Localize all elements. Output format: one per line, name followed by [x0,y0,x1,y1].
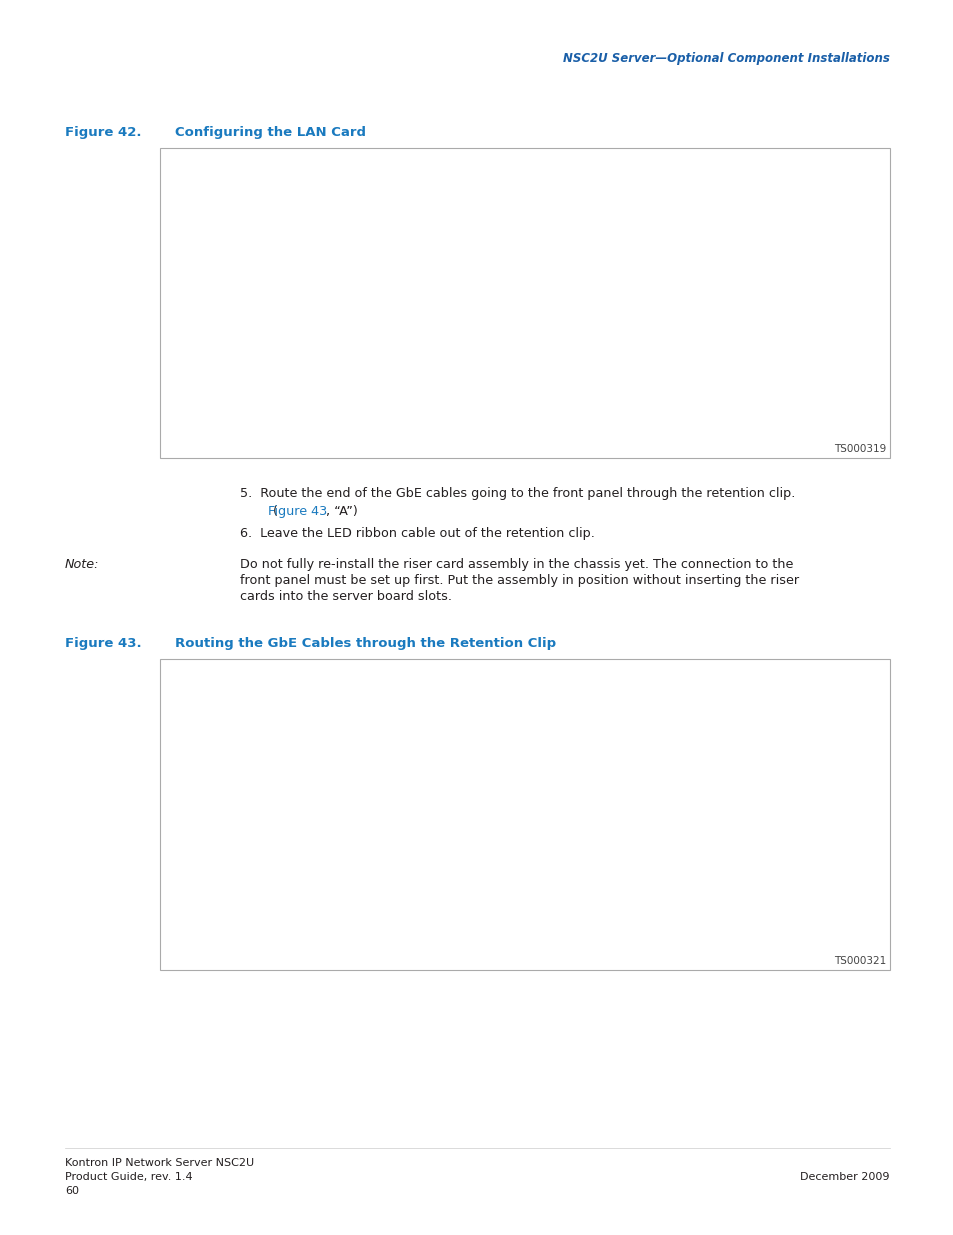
Text: Figure 43: Figure 43 [268,505,327,517]
Text: Do not fully re-install the riser card assembly in the chassis yet. The connecti: Do not fully re-install the riser card a… [240,558,793,571]
Text: Figure 43.: Figure 43. [65,637,141,650]
Text: 6.  Leave the LED ribbon cable out of the retention clip.: 6. Leave the LED ribbon cable out of the… [240,527,595,540]
Text: December 2009: December 2009 [800,1172,889,1182]
Text: Routing the GbE Cables through the Retention Clip: Routing the GbE Cables through the Reten… [174,637,556,650]
Text: , “A”): , “A”) [326,505,357,517]
Text: Figure 42.: Figure 42. [65,126,141,140]
Text: front panel must be set up first. Put the assembly in position without inserting: front panel must be set up first. Put th… [240,574,799,587]
Text: (: ( [256,505,277,517]
Text: Product Guide, rev. 1.4: Product Guide, rev. 1.4 [65,1172,193,1182]
Text: TS000319: TS000319 [833,445,885,454]
Text: cards into the server board slots.: cards into the server board slots. [240,590,452,603]
Bar [160,148,889,458]
Text: TS000321: TS000321 [833,956,885,966]
Bar [160,659,889,969]
Text: Kontron IP Network Server NSC2U: Kontron IP Network Server NSC2U [65,1158,253,1168]
Text: Configuring the LAN Card: Configuring the LAN Card [174,126,366,140]
Text: 60: 60 [65,1186,79,1195]
Text: Note:: Note: [65,558,99,571]
Text: 5.  Route the end of the GbE cables going to the front panel through the retenti: 5. Route the end of the GbE cables going… [240,487,795,500]
Text: NSC2U Server—Optional Component Installations: NSC2U Server—Optional Component Installa… [562,52,889,65]
